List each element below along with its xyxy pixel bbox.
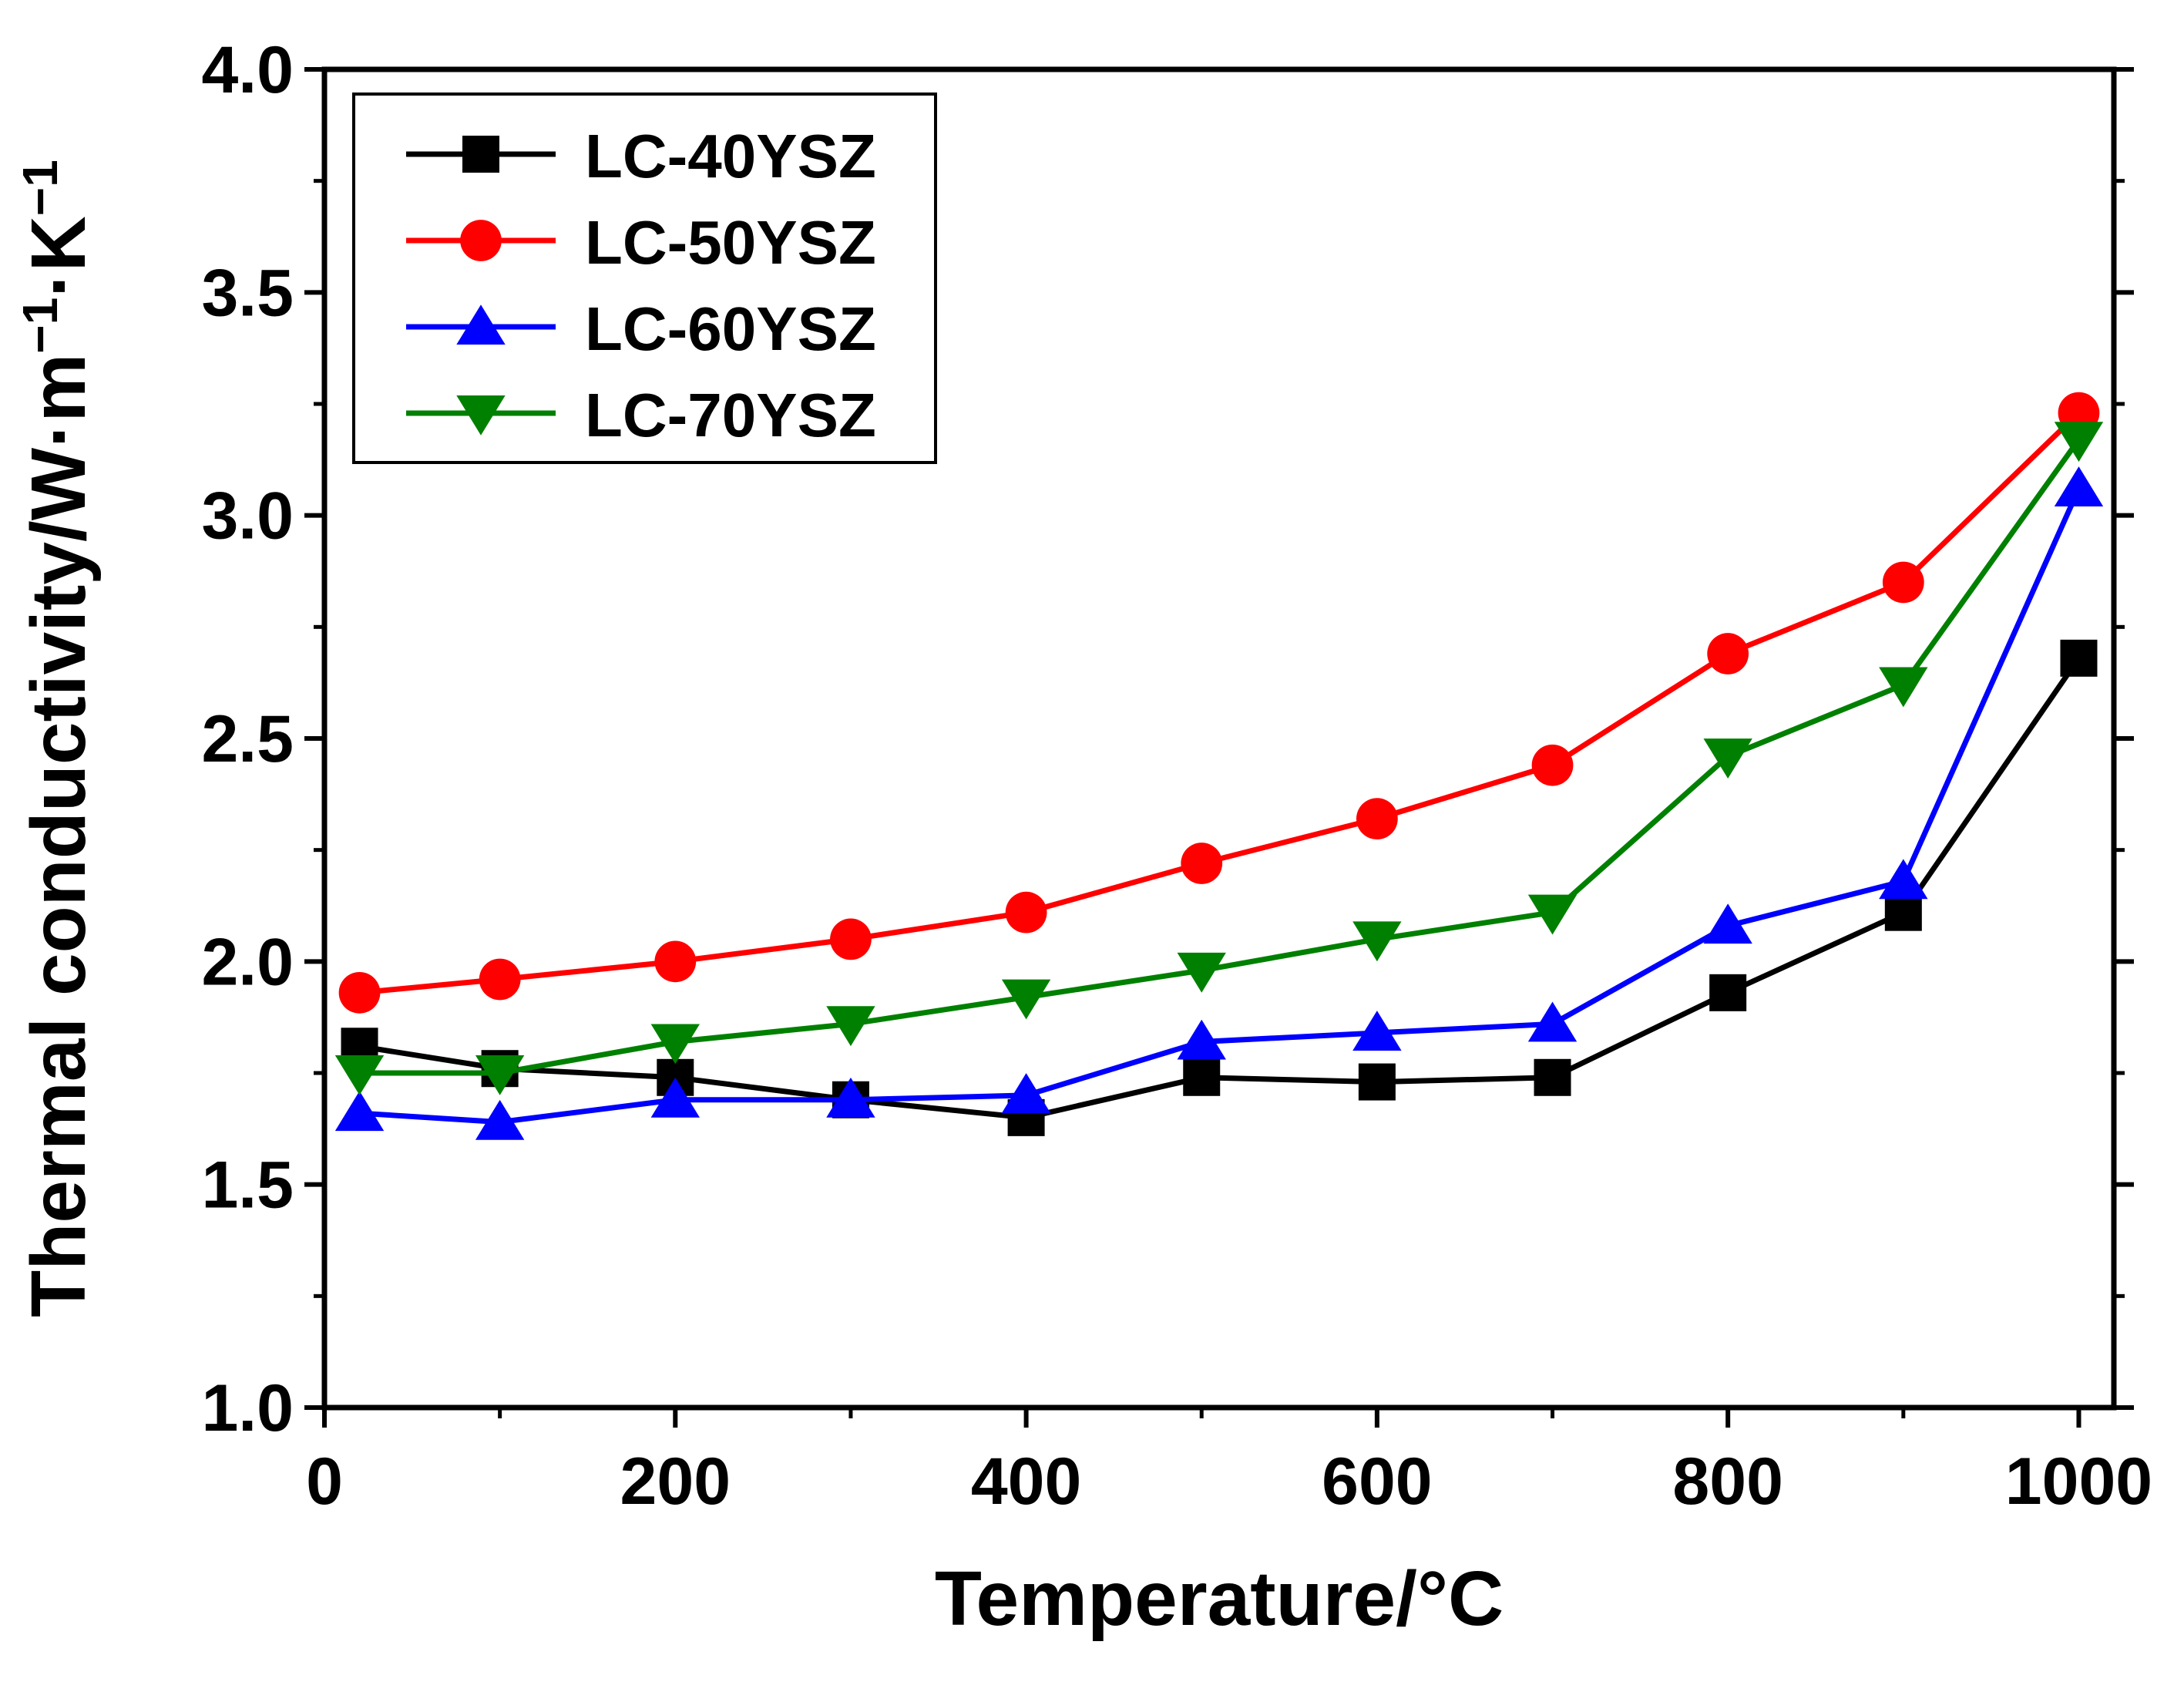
data-point: [475, 1055, 525, 1095]
data-point: [1884, 893, 1922, 931]
y-axis-title-exp2: −1: [12, 160, 68, 216]
x-tick-label: 800: [1672, 1445, 1783, 1519]
data-point: [479, 958, 521, 1001]
data-point: [1358, 1063, 1396, 1101]
data-point: [650, 1077, 700, 1118]
legend-marker: [456, 304, 506, 345]
y-axis-title: Thermal conductivity/W·m−1·K−1: [12, 160, 102, 1317]
data-point: [1709, 974, 1747, 1011]
data-point: [1879, 667, 1928, 708]
data-point: [334, 1091, 385, 1132]
legend-marker: [456, 395, 506, 436]
x-tick-label: 200: [620, 1445, 731, 1519]
data-point: [334, 1055, 385, 1095]
data-point: [1352, 921, 1402, 962]
data-point: [650, 1024, 700, 1065]
data-point: [1005, 891, 1047, 933]
legend-label: LC-40YSZ: [585, 122, 876, 190]
y-axis-title-exp1: −1: [12, 298, 68, 354]
series-lc-70ysz: [334, 422, 2104, 1095]
series-lc-60ysz: [334, 466, 2104, 1140]
legend: LC-40YSZ LC-50YSZ LC-60YSZ LC-70YSZ: [352, 93, 937, 464]
data-point: [1001, 979, 1051, 1020]
data-point: [338, 971, 381, 1014]
data-point: [1177, 1019, 1226, 1060]
legend-item: LC-40YSZ: [406, 122, 876, 190]
data-point: [1703, 903, 1752, 944]
x-tick-label: 1000: [2005, 1445, 2152, 1519]
data-point: [1183, 1058, 1221, 1096]
legend-item: LC-60YSZ: [406, 294, 876, 363]
data-point: [1181, 843, 1223, 884]
data-point: [1352, 1011, 1402, 1051]
y-tick-label: 1.5: [201, 1149, 294, 1223]
data-point: [1703, 738, 1752, 779]
data-point: [1177, 952, 1226, 993]
y-tick-label: 2.5: [201, 702, 294, 776]
data-point: [2054, 422, 2104, 463]
legend-item: LC-70YSZ: [406, 381, 876, 449]
data-point: [2060, 639, 2098, 677]
data-point: [1001, 1073, 1051, 1113]
legend-marker: [460, 220, 502, 261]
data-point: [1527, 894, 1578, 935]
series-lc-50ysz: [338, 392, 2100, 1014]
y-tick-label: 3.5: [201, 256, 294, 330]
data-point: [1531, 744, 1574, 786]
x-tick-label: 400: [971, 1445, 1082, 1519]
data-point: [1879, 859, 1928, 900]
data-point: [826, 1077, 875, 1118]
data-point: [826, 1006, 875, 1047]
legend-label: LC-60YSZ: [585, 294, 876, 363]
x-axis-title: Temperature/°C: [935, 1556, 1504, 1642]
data-point: [654, 940, 697, 983]
axis-layer: 0 200 400 600 800 1000 1.0 1.5 2.0 2.5 3.0 3.5 4.0: [201, 33, 2152, 1519]
data-point: [1882, 561, 1924, 604]
data-point: [1707, 633, 1749, 674]
series-layer: [334, 392, 2104, 1140]
y-tick-label: 4.0: [201, 33, 294, 107]
data-point: [1527, 1001, 1578, 1042]
x-tick-label: 0: [306, 1445, 343, 1519]
legend-marker: [462, 136, 499, 173]
y-tick-label: 1.0: [201, 1371, 294, 1445]
y-axis-title-base: Thermal conductivity/W·m: [15, 354, 102, 1317]
data-point: [1356, 798, 1398, 840]
y-tick-label: 3.0: [201, 479, 294, 553]
legend-label: LC-50YSZ: [585, 208, 876, 277]
legend-item: LC-50YSZ: [406, 208, 876, 277]
data-point: [830, 918, 872, 960]
legend-label: LC-70YSZ: [585, 381, 876, 449]
y-axis-title-mid: ·K: [15, 216, 102, 298]
data-point: [475, 1099, 525, 1140]
data-point: [1534, 1058, 1571, 1096]
x-tick-label: 600: [1322, 1445, 1433, 1519]
data-point: [2054, 466, 2104, 506]
y-tick-label: 2.0: [201, 925, 294, 999]
